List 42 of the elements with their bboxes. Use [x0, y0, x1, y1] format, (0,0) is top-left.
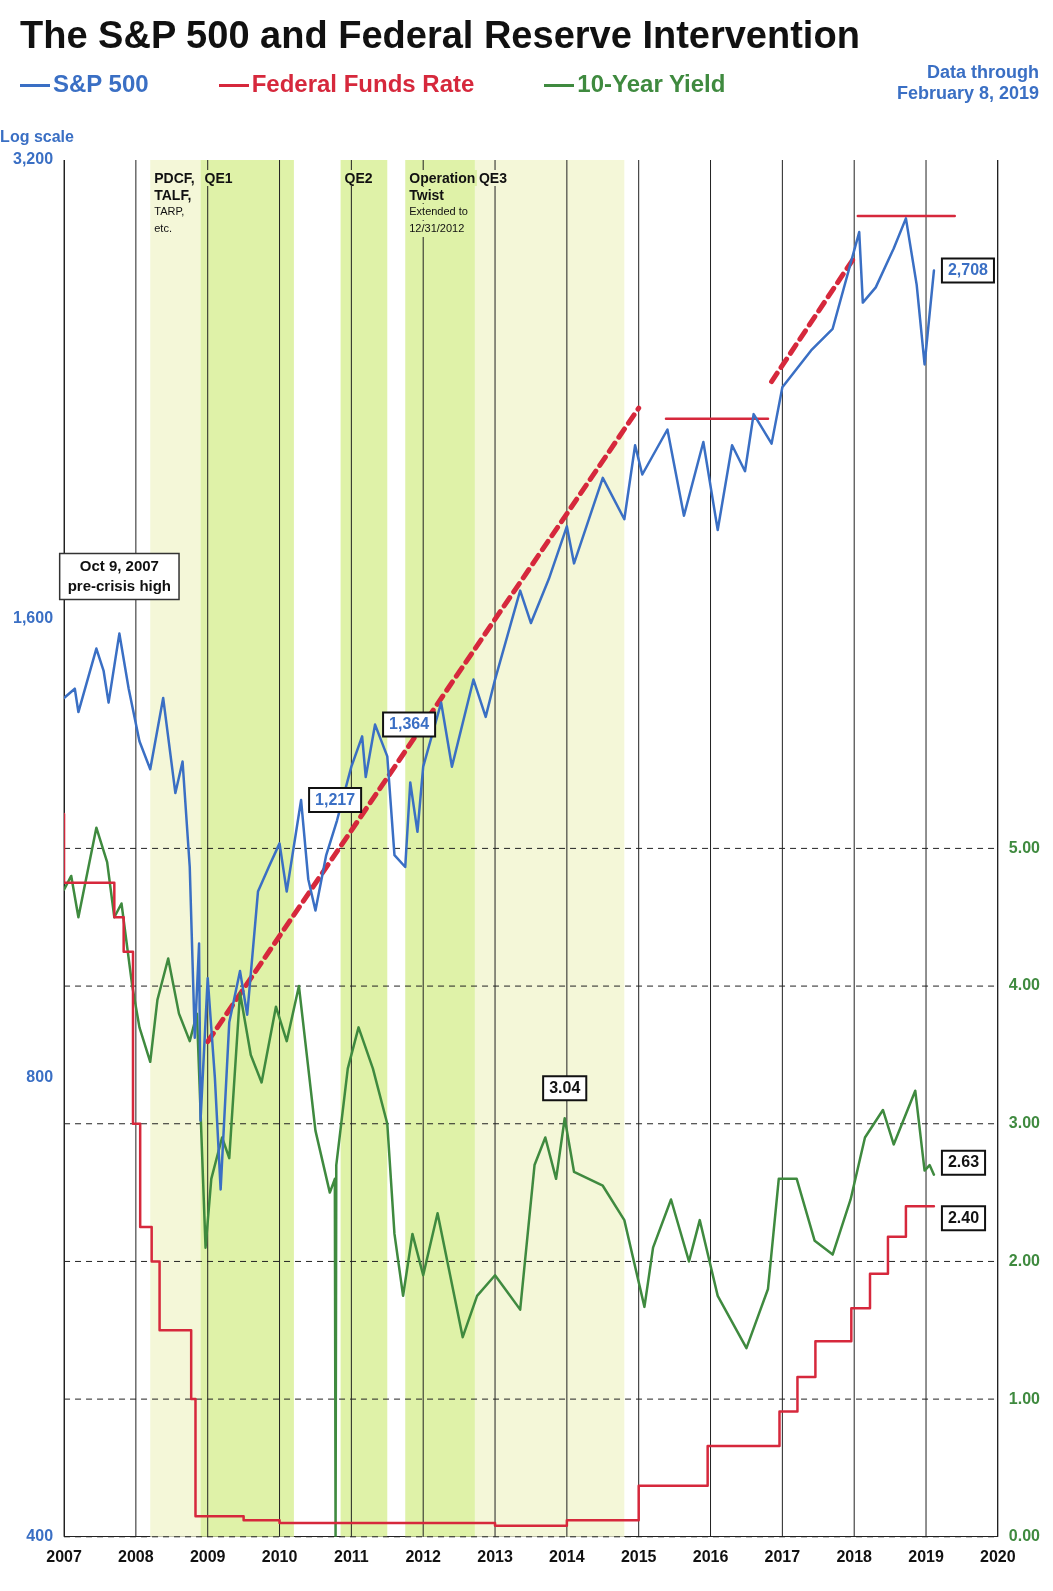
y-tick-label: 3,200 — [12, 150, 54, 168]
annotation: Oct 9, 2007 pre-crisis high — [67, 556, 172, 594]
y-tick-label: 800 — [26, 1068, 54, 1086]
y-tick-label: 1,600 — [12, 609, 54, 627]
legend-label: S&P 500 — [53, 70, 149, 97]
band-label: QE1 — [204, 169, 233, 186]
y2-tick-label: 0.00 — [1008, 1527, 1041, 1545]
band-label: QE3 — [478, 169, 508, 186]
x-tick-label: 2008 — [118, 1547, 154, 1565]
x-tick-label: 2009 — [189, 1547, 226, 1565]
x-tick-label: 2014 — [549, 1547, 585, 1565]
data-label: 1,364 — [389, 715, 430, 732]
legend-label: Federal Funds Rate — [251, 70, 475, 97]
x-tick-label: 2019 — [908, 1547, 944, 1565]
x-tick-label: 2017 — [764, 1547, 801, 1565]
y2-tick-label: 3.00 — [1008, 1114, 1041, 1132]
x-tick-label: 2016 — [692, 1547, 729, 1565]
x-tick-label: 2020 — [980, 1547, 1016, 1565]
x-tick-label: 2018 — [836, 1547, 873, 1565]
data-label: 2,708 — [947, 260, 989, 278]
chart-title: The S&P 500 and Federal Reserve Intervention — [20, 14, 860, 57]
y2-tick-label: 2.00 — [1008, 1251, 1041, 1269]
y-tick-label: 400 — [26, 1527, 54, 1545]
band-label: PDCF, TALF, TARP, etc. — [154, 169, 195, 234]
x-tick-label: 2011 — [334, 1547, 369, 1565]
data-label: 2.40 — [947, 1208, 980, 1226]
x-tick-label: 2007 — [46, 1547, 82, 1565]
data-label: 1,217 — [315, 790, 356, 808]
x-tick-label: 2012 — [405, 1547, 442, 1565]
band-label: Operation Twist Extended to 12/31/2012 — [409, 169, 476, 234]
text: Data through February 8, 2019 — [896, 62, 1039, 104]
y2-tick-label: 4.00 — [1008, 976, 1041, 994]
data-label: 3.04 — [549, 1078, 581, 1096]
band-label: QE2 — [344, 169, 373, 186]
x-tick-label: 2015 — [620, 1547, 657, 1565]
x-tick-label: 2010 — [261, 1547, 298, 1565]
x-tick-label: 2013 — [477, 1547, 513, 1565]
y-axis-title: Log scale — [0, 128, 75, 146]
data-label: 2.63 — [947, 1153, 980, 1171]
legend-label: 10-Year Yield — [577, 70, 726, 97]
y2-tick-label: 5.00 — [1008, 838, 1041, 856]
y2-tick-label: 1.00 — [1008, 1389, 1041, 1407]
